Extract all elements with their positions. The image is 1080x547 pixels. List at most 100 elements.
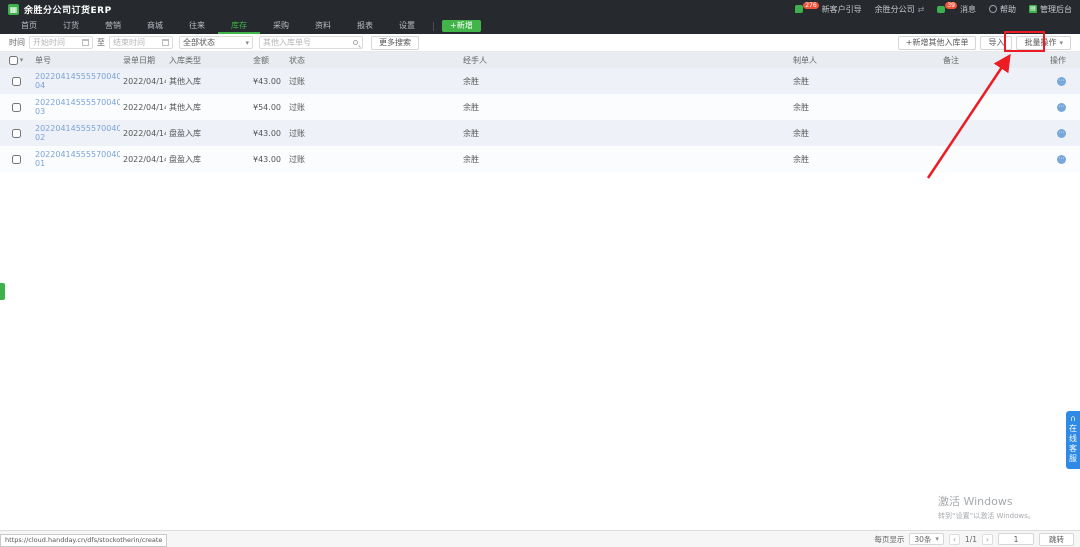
order-number-line1: 202204145555700401100 [35,98,120,107]
handler-cell: 余胜 [463,154,479,164]
help-button[interactable]: 帮助 [989,4,1016,15]
nav-tab[interactable]: 设置 [386,18,428,34]
new-button[interactable]: +新增 [442,20,481,32]
admin-console-label: 管理后台 [1040,4,1072,14]
search-icon[interactable] [353,40,358,45]
stockin-type-cell: 盘盈入库 [169,154,201,164]
col-header-number: 单号 [35,55,51,65]
select-all-cell: ▾ [0,55,32,65]
creator-cell: 余胜 [793,154,809,164]
row-checkbox[interactable] [11,154,21,164]
nav-tab-label: 首页 [21,21,37,30]
more-actions-icon[interactable] [1057,154,1066,164]
col-header-type: 入库类型 [169,55,201,65]
page-number-input[interactable] [998,533,1034,545]
order-number-link[interactable]: 202204145555700401100 03 [32,98,120,116]
nav-tab[interactable]: 订货 [50,18,92,34]
row-checkbox-cell [0,102,32,112]
more-actions-icon[interactable] [1057,102,1066,112]
calendar-icon [162,39,169,46]
import-button[interactable]: 导入 [980,35,1013,50]
col-header-date: 录单日期 [123,55,155,65]
watermark-line1: 激活 Windows [938,495,1013,508]
order-number-line1: 202204145555700401100 [35,150,120,159]
more-search-button[interactable]: 更多搜索 [371,35,419,50]
status-url-tooltip: https://cloud.handday.cn/dfs/stockotheri… [0,534,168,547]
nav-tab[interactable]: 报表 [344,18,386,34]
prev-page-button[interactable]: ‹ [948,533,960,545]
end-date-input[interactable] [113,38,160,47]
help-label: 帮助 [1000,4,1016,14]
action-buttons: +新增其他入库单 导入 批量操作 ▾ [897,35,1075,50]
more-actions-icon[interactable] [1057,128,1066,138]
order-number-link[interactable]: 202204145555700401100 02 [32,124,120,142]
order-number-search-input[interactable] [263,38,351,47]
table-row: 202204145555700401100 03 2022/04/14 其他入库… [0,94,1080,120]
watermark-line2: 转到“设置”以激活 Windows。 [938,512,1035,520]
order-number-link[interactable]: 202204145555700401100 01 [32,150,120,168]
nav-tab[interactable]: 采购 [260,18,302,34]
start-date-input[interactable] [33,38,80,47]
jump-button[interactable]: 跳转 [1039,532,1074,546]
col-header-creator: 制单人 [793,55,817,65]
pagination-bar: 共4条 每页显示 30条 ▾ ‹ 1/1 › 跳转 [0,530,1080,547]
status-select-value: 全部状态 [183,38,215,47]
row-checkbox[interactable] [11,76,21,86]
select-all-checkbox[interactable] [8,55,18,65]
grid-logo-icon [8,3,19,15]
guide-badge: 276 [803,1,819,9]
batch-operations-button[interactable]: 批量操作 ▾ [1016,35,1071,50]
end-date-field[interactable] [109,36,173,49]
stockin-type-cell: 盘盈入库 [169,128,201,138]
chevron-down-icon: ▾ [245,38,249,47]
per-page-select[interactable]: 30条 ▾ [909,533,944,545]
start-date-field[interactable] [29,36,93,49]
status-cell: 过账 [289,76,305,86]
row-checkbox[interactable] [11,102,21,112]
order-number-search-field[interactable] [259,36,363,49]
nav-tabs: 首页 订货 营销 商城 往来 库存 采购 资料 报表 设置 [8,18,428,34]
entry-date-cell: 2022/04/14 [123,128,166,138]
top-bar: 余胜分公司订货ERP 276 新客户引导 余胜分公司 ⇄ 39 消息 帮助 管理… [0,0,1080,18]
col-header-handler: 经手人 [463,55,487,65]
col-header-operation: 操作 [1050,55,1066,65]
messages-label: 消息 [960,4,976,14]
row-checkbox[interactable] [11,128,21,138]
nav-tab[interactable]: 首页 [8,18,50,34]
table-body: 202204145555700401100 04 2022/04/14 其他入库… [0,68,1080,172]
online-service-tab[interactable]: ∩ 在线客服 [1066,411,1080,469]
table-header: ▾ 单号 录单日期 入库类型 金额 状态 经手人 制单人 备注 操作 [0,52,1080,68]
left-edge-tab[interactable] [0,283,5,300]
nav-tab[interactable]: 营销 [92,18,134,34]
order-number-line1: 202204145555700401100 [35,124,120,133]
nav-tab-label: 报表 [357,21,373,30]
table-row: 202204145555700401100 04 2022/04/14 其他入库… [0,68,1080,94]
order-number-link[interactable]: 202204145555700401100 04 [32,72,120,90]
messages-button[interactable]: 39 消息 [937,1,976,15]
messages-badge: 39 [945,1,957,9]
status-select[interactable]: 全部状态 ▾ [179,36,253,49]
more-actions-icon[interactable] [1057,76,1066,86]
order-number-line2: 02 [35,133,46,142]
chevron-down-icon[interactable]: ▾ [19,56,24,64]
next-page-button[interactable]: › [982,533,993,545]
time-filter-label: 时间 [9,38,25,47]
nav-tab[interactable]: 库存 [218,18,260,34]
app-title: 余胜分公司订货ERP [24,5,112,16]
status-cell: 过账 [289,102,305,112]
nav-tab[interactable]: 商城 [134,18,176,34]
nav-tab-label: 采购 [273,21,289,30]
message-icon [937,5,946,13]
order-number-line2: 03 [35,107,46,116]
admin-console-button[interactable]: 管理后台 [1029,4,1072,15]
nav-tab[interactable]: 往来 [176,18,218,34]
customer-guide-button[interactable]: 276 新客户引导 [795,1,862,15]
nav-tab[interactable]: 资料 [302,18,344,34]
to-label: 至 [97,38,105,47]
main-nav: 首页 订货 营销 商城 往来 库存 采购 资料 报表 设置 +新增 [0,18,1080,34]
company-switcher[interactable]: 余胜分公司 ⇄ [875,4,925,15]
new-stockin-button[interactable]: +新增其他入库单 [897,35,977,50]
windows-watermark: 激活 Windows 转到“设置”以激活 Windows。 [938,493,1035,521]
nav-tab-label: 订货 [63,21,79,30]
col-header-amount: 金额 [253,55,269,65]
